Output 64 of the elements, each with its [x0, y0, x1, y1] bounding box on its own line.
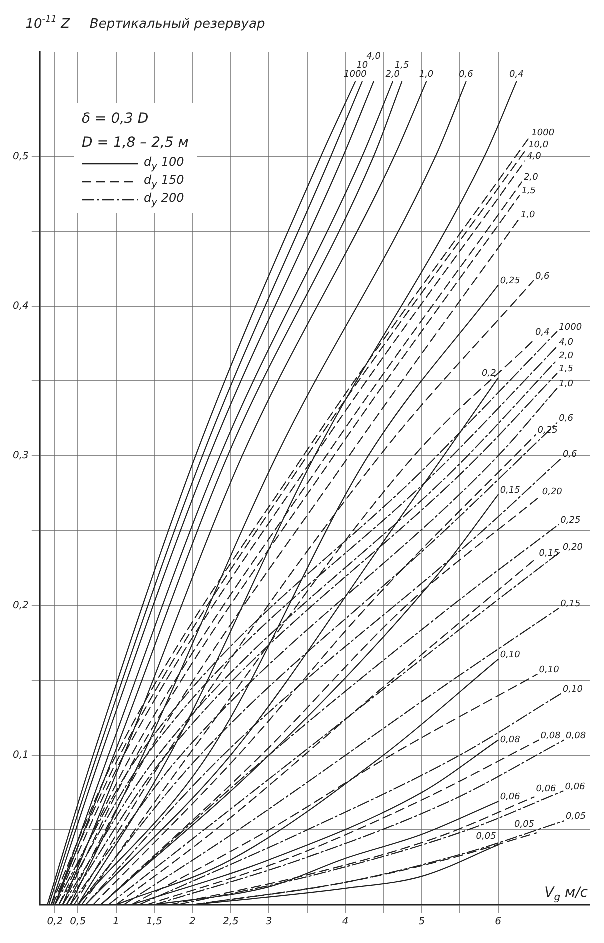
series-label: 0,20	[562, 542, 584, 553]
series-label: 0,25	[560, 516, 581, 526]
series-label: 0,2	[482, 369, 497, 380]
series-label: 1,5	[394, 60, 410, 71]
x-tick-label: 1,5	[146, 916, 162, 928]
series-label: 0,15	[539, 548, 560, 559]
series-label: 1,0	[559, 380, 574, 390]
series-label: 0,15	[500, 486, 521, 496]
x-tick-label: 4	[342, 916, 349, 928]
series-label: 1000	[532, 128, 555, 138]
y-tick-label: 0,1	[12, 750, 29, 761]
series-label: 0,06	[500, 792, 521, 803]
series-label: 0,4	[535, 328, 550, 338]
y-tick-label: 0,2	[12, 600, 29, 612]
y-tick-label: 0,4	[12, 300, 29, 312]
series-label: 0,10	[500, 650, 521, 661]
series-label: 0,6	[459, 70, 474, 80]
series-label: 0,06	[565, 782, 586, 792]
series-label: 2,0	[559, 351, 574, 362]
series-label: 0,08	[566, 731, 586, 742]
series-label: 2,0	[524, 173, 539, 184]
series-label: 0,15	[560, 600, 581, 610]
series-label: 0,4	[509, 70, 524, 80]
series-label: 1,5	[559, 364, 574, 375]
x-tick-label: 2	[190, 916, 196, 928]
series-label: 0,08	[540, 731, 562, 742]
series-label: 1,5	[522, 186, 536, 197]
series-label: 10,0	[528, 140, 549, 150]
series-label: 0,25	[500, 276, 521, 286]
x-tick-label: 0,5	[70, 916, 86, 928]
chart-title: Вертикальный резервуар	[90, 17, 266, 32]
series-label: 1,0	[520, 210, 536, 221]
annotation: δ = 0,3 D	[82, 111, 149, 127]
series-label: 0,05	[514, 820, 535, 830]
series-label: 1,0	[419, 70, 434, 80]
series-label: 0,05	[476, 832, 497, 842]
x-tick-label: 1	[113, 916, 120, 928]
annotation: d$_{y}$ 200	[144, 191, 184, 209]
series-label: 0,20	[542, 487, 563, 498]
text: 4,0	[366, 52, 382, 62]
x-tick-label: 5	[418, 916, 426, 928]
x-tick-label: 3	[266, 916, 272, 928]
series-label: 0,10	[539, 666, 560, 676]
series-label: 0,08	[500, 735, 521, 746]
annotation: D = 1,8 – 2,5 м	[82, 135, 189, 151]
y-tick-label: 0,5	[12, 151, 29, 162]
series-label: 2,0	[386, 70, 400, 80]
series-label: 0,6	[535, 272, 550, 282]
annotation: d$_{y}$ 100	[144, 155, 184, 173]
series-label: 4,0	[559, 338, 574, 348]
x-tick-label: 2,5	[222, 916, 239, 928]
series-label: 0,6	[559, 414, 574, 424]
annotation: d$_{y}$ 150	[144, 173, 184, 191]
series-label: 4,0	[527, 152, 542, 162]
series-label: 0,05	[566, 812, 586, 822]
x-tick-label: 0,2	[47, 916, 64, 928]
x-tick-label: 6	[495, 916, 502, 928]
series-label: 10	[356, 60, 368, 71]
series-label: 1000	[344, 70, 368, 80]
series-label: 0,6	[562, 450, 578, 460]
series-label: 0,06	[536, 784, 557, 794]
y-tick-label: 0,3	[12, 450, 29, 462]
series-label: 0,10	[562, 684, 584, 695]
series-label: 1000	[559, 322, 582, 333]
